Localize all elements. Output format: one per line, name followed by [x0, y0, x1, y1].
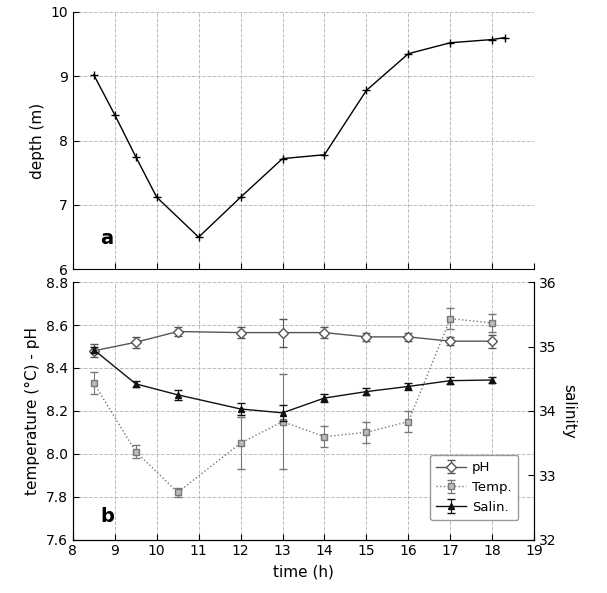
Y-axis label: salinity: salinity — [561, 384, 576, 438]
Text: a: a — [101, 228, 114, 247]
Text: b: b — [101, 506, 114, 525]
Y-axis label: depth (m): depth (m) — [30, 103, 45, 178]
Y-axis label: temperature (°C) - pH: temperature (°C) - pH — [25, 327, 40, 495]
X-axis label: time (h): time (h) — [273, 564, 334, 579]
Legend: pH, Temp., Salin.: pH, Temp., Salin. — [430, 455, 518, 520]
